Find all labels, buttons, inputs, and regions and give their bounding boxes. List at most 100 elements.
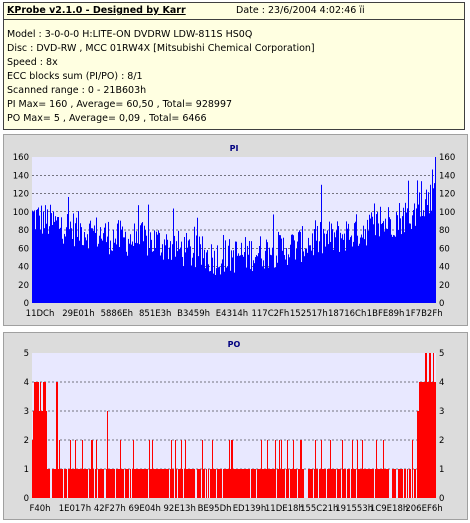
pi-bar <box>340 232 341 303</box>
pi-bar <box>351 235 352 303</box>
pi-bar <box>317 225 318 303</box>
po-bar <box>355 469 356 498</box>
po-bar <box>130 469 131 498</box>
x-tick-label: B3459h <box>177 309 210 319</box>
y-tick-label-left: 2 <box>24 436 29 446</box>
po-bar <box>42 411 43 498</box>
po-bar <box>245 469 246 498</box>
po-bar <box>155 469 156 498</box>
pi-bar <box>195 267 196 303</box>
pi-bar <box>65 236 66 303</box>
po-bar <box>223 469 224 498</box>
po-bar <box>243 469 244 498</box>
pi-chart-panel: PI 0 0 20 20 40 40 60 60 80 80 100 100 120 120 140 140 16… <box>3 134 468 326</box>
pi-bar <box>368 230 369 303</box>
y-tick-label-left: 0 <box>24 299 29 309</box>
po-bar <box>127 469 128 498</box>
po-bar <box>430 353 431 498</box>
pi-bar <box>203 258 204 303</box>
po-bar <box>423 382 424 498</box>
pi-bar <box>164 239 165 303</box>
pi-bar <box>252 271 253 303</box>
pi-bar <box>350 237 351 303</box>
po-bar <box>171 440 172 498</box>
pi-bar <box>141 223 142 303</box>
po-bar <box>327 469 328 498</box>
pi-bar <box>123 237 124 303</box>
po-bar <box>359 469 360 498</box>
po-bar <box>110 469 111 498</box>
pi-bar <box>111 250 112 303</box>
pi-bar <box>151 239 152 303</box>
pi-bar <box>265 250 266 303</box>
pi-bar <box>225 240 226 303</box>
po-bar <box>55 469 56 498</box>
po-bar <box>377 469 378 498</box>
y-tick-label-left: 0 <box>24 494 29 504</box>
pi-bar <box>425 199 426 303</box>
po-bar <box>418 411 419 498</box>
pi-bar <box>341 238 342 303</box>
pi-bar <box>207 250 208 303</box>
pi-bar <box>204 249 205 303</box>
po-bar <box>113 469 114 498</box>
po-bar <box>102 469 103 498</box>
po-bar <box>226 469 227 498</box>
po-bar <box>244 469 245 498</box>
po-bar <box>284 469 285 498</box>
pi-bar <box>205 268 206 303</box>
pi-bar <box>98 243 99 303</box>
po-bar <box>358 469 359 498</box>
po-bar <box>344 469 345 498</box>
pi-bar <box>349 239 350 303</box>
po-bar <box>217 469 218 498</box>
po-bar <box>432 382 433 498</box>
pi-bar <box>283 237 284 303</box>
po-bar <box>66 469 67 498</box>
po-bar <box>371 469 372 498</box>
po-bar <box>74 469 75 498</box>
pi-bar <box>214 250 215 303</box>
pi-bar <box>289 257 290 303</box>
po-bar <box>372 469 373 498</box>
po-bar <box>68 469 69 498</box>
pi-bar <box>140 225 141 303</box>
pi-bar <box>393 235 394 303</box>
pi-bar <box>219 266 220 303</box>
pi-bar <box>298 232 299 303</box>
pi-bar <box>371 212 372 303</box>
po-bar <box>166 469 167 498</box>
pi-bar <box>112 250 113 303</box>
po-bar <box>417 411 418 498</box>
x-tick-label: 1BFE89h <box>367 309 405 319</box>
po-bar <box>319 469 320 498</box>
pi-bar <box>310 245 311 303</box>
po-bar <box>251 469 252 498</box>
po-bar <box>357 440 358 498</box>
po-bar <box>241 469 242 498</box>
pi-bar <box>251 241 252 303</box>
pi-bar <box>58 217 59 303</box>
pi-bar <box>72 238 73 303</box>
y-tick-label-right: 80 <box>439 226 450 236</box>
po-bar <box>203 469 204 498</box>
po-bar <box>375 469 376 498</box>
pi-bar <box>297 241 298 303</box>
pi-bar <box>108 221 109 303</box>
po-bar <box>80 469 81 498</box>
pi-bar <box>220 274 221 303</box>
po-bar <box>240 469 241 498</box>
po-bar <box>253 469 254 498</box>
pi-bar <box>361 234 362 303</box>
pi-bar <box>291 234 292 303</box>
x-tick-label: 206EF6h <box>405 504 442 514</box>
pi-bar <box>198 256 199 303</box>
y-tick-label-right: 2 <box>439 436 444 446</box>
pi-bar <box>226 267 227 303</box>
y-tick-label-left: 1 <box>24 465 29 475</box>
po-bar <box>419 382 420 498</box>
pi-bar <box>76 217 77 303</box>
pi-bar <box>284 255 285 303</box>
po-bar <box>59 440 60 498</box>
pi-bar <box>407 208 408 303</box>
